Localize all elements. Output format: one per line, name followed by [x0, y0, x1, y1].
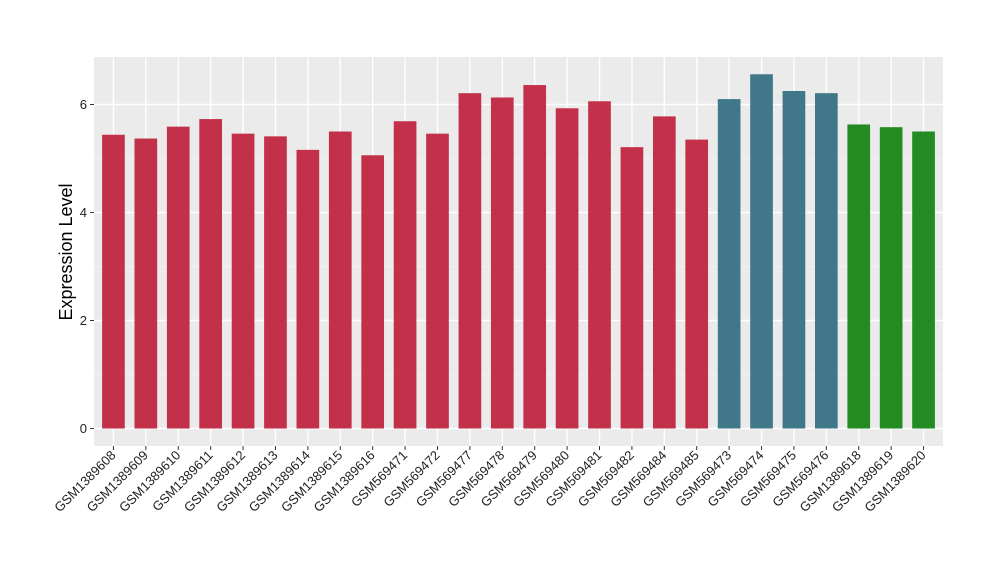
- bar-gsm569480: [555, 108, 579, 429]
- bar-gsm1389614: [296, 149, 320, 429]
- bar-gsm569476: [815, 93, 838, 429]
- y-tick-label: 6: [80, 97, 87, 112]
- bar-gsm569477: [458, 93, 482, 429]
- bar-gsm569478: [490, 97, 514, 429]
- bar-gsm1389615: [328, 131, 352, 429]
- bar-gsm569481: [588, 101, 611, 429]
- bar-gsm1389616: [361, 155, 385, 429]
- bar-gsm1389609: [134, 138, 158, 429]
- y-tick-label: 2: [80, 313, 87, 328]
- bar-gsm569472: [426, 133, 449, 429]
- bar-gsm1389619: [879, 127, 903, 429]
- bar-gsm1389610: [166, 126, 190, 429]
- bar-gsm1389613: [264, 136, 287, 429]
- bar-gsm1389608: [102, 134, 125, 429]
- bar-gsm569484: [652, 116, 676, 429]
- bar-gsm569473: [717, 99, 741, 429]
- bar-gsm569474: [750, 74, 773, 429]
- bar-gsm1389620: [912, 131, 935, 429]
- bar-gsm569475: [782, 91, 806, 429]
- x-axis: GSM1389608GSM1389609GSM1389610GSM1389611…: [51, 446, 929, 515]
- bar-gsm1389612: [231, 133, 255, 429]
- bar-gsm1389618: [847, 124, 871, 429]
- y-tick-label: 0: [80, 421, 87, 436]
- bars: [102, 74, 935, 429]
- y-axis: 0 2 4 6: [80, 97, 94, 436]
- y-axis-title: Expression Level: [56, 183, 76, 320]
- bar-gsm569479: [523, 85, 547, 429]
- bar-gsm569471: [393, 121, 417, 429]
- bar-gsm569482: [620, 147, 644, 429]
- y-tick-label: 4: [80, 205, 87, 220]
- bar-gsm1389611: [199, 119, 222, 429]
- bar-gsm569485: [685, 139, 709, 429]
